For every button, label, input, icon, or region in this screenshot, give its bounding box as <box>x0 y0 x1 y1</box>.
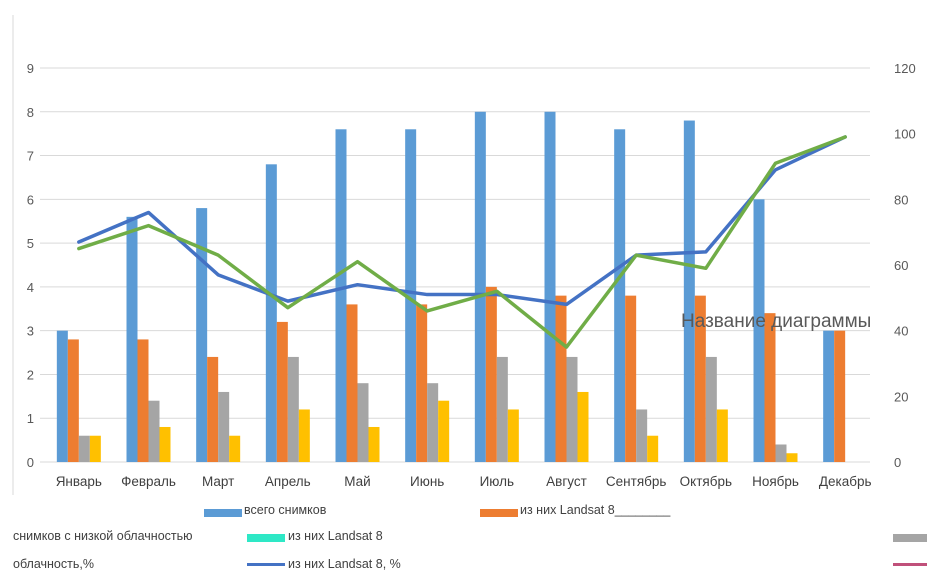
right-tick-label: 40 <box>894 324 908 339</box>
bar-4 <box>716 409 728 462</box>
bar-2 <box>625 295 637 462</box>
bar-2 <box>346 304 358 462</box>
bar-4 <box>438 400 450 462</box>
bar-4 <box>368 426 380 462</box>
legend-label-landsat-percent: из них Landsat 8, % <box>288 557 401 571</box>
category-label: Сентябрь <box>606 474 666 489</box>
left-tick-label: 8 <box>27 105 34 120</box>
bar-2 <box>555 295 567 462</box>
bar-1 <box>265 164 277 463</box>
bar-3 <box>148 400 160 462</box>
bar-4 <box>159 426 171 462</box>
category-label: Октябрь <box>680 474 732 489</box>
bar-2 <box>276 321 288 462</box>
bar-1 <box>335 129 347 463</box>
gridlines <box>40 67 870 463</box>
category-label: Декабрь <box>819 474 872 489</box>
left-tick-label: 2 <box>27 367 34 382</box>
bar-3 <box>775 444 787 462</box>
left-tick-label: 4 <box>27 280 34 295</box>
series-line-2 <box>77 135 847 349</box>
chart-title: Название диаграммы <box>681 311 872 332</box>
bar-3 <box>566 356 578 462</box>
legend-swatch-teal <box>247 534 285 542</box>
category-label: Июнь <box>410 474 444 489</box>
left-tick-label: 3 <box>27 324 34 339</box>
right-tick-label: 60 <box>894 258 908 273</box>
bar-4 <box>786 453 798 462</box>
bar-2 <box>137 339 149 462</box>
combo-chart: 0 1 2 3 4 5 6 7 8 9 0 20 40 60 80 100 120 Январь Февраль… <box>12 15 916 495</box>
lines <box>77 135 847 349</box>
bar-1 <box>56 330 68 462</box>
category-label: Февраль <box>121 474 176 489</box>
bar-2 <box>485 286 497 462</box>
bar-2 <box>207 356 219 462</box>
right-tick-label: 100 <box>894 127 916 142</box>
bar-1 <box>753 199 765 463</box>
bar-4 <box>298 409 310 462</box>
legend-swatch-gray <box>893 534 927 542</box>
legend-swatch-dark-blue-line <box>247 563 285 566</box>
bar-1 <box>683 120 695 463</box>
left-tick-label: 1 <box>27 411 34 426</box>
bars <box>56 111 846 463</box>
legend-label-landsat: из них Landsat 8________ <box>520 503 671 517</box>
left-tick-label: 7 <box>27 149 34 164</box>
bar-1 <box>196 208 208 462</box>
legend-label-low-cloud: снимков с низкой облачностью <box>13 529 193 543</box>
bar-4 <box>507 409 519 462</box>
bar-3 <box>287 356 299 462</box>
bar-3 <box>636 409 648 462</box>
bar-4 <box>89 435 101 462</box>
bar-1 <box>405 129 417 463</box>
right-axis-ticks: 0 20 40 60 80 100 120 <box>894 61 916 470</box>
bar-2 <box>834 330 846 462</box>
bar-1 <box>544 111 556 463</box>
series-line-1 <box>77 135 847 307</box>
legend-label-landsat-2: из них Landsat 8 <box>288 529 383 543</box>
bar-1 <box>474 111 486 463</box>
legend-swatch-total <box>204 509 242 517</box>
bar-1 <box>126 216 138 462</box>
bar-3 <box>357 383 369 462</box>
bar-4 <box>229 435 241 462</box>
left-axis-ticks: 0 1 2 3 4 5 6 7 8 9 <box>27 61 34 470</box>
bar-4 <box>647 435 659 462</box>
left-tick-label: 0 <box>27 455 34 470</box>
left-tick-label: 5 <box>27 236 34 251</box>
bar-2 <box>694 295 706 462</box>
category-labels: Январь Февраль Март Апрель Май Июнь Июль Август… <box>56 474 872 489</box>
bar-2 <box>764 313 776 462</box>
right-tick-label: 20 <box>894 389 908 404</box>
bar-1 <box>823 330 835 462</box>
legend-swatch-landsat <box>480 509 518 517</box>
category-label: Июль <box>480 474 514 489</box>
bar-3 <box>427 383 439 462</box>
bar-2 <box>67 339 79 462</box>
legend-label-cloudiness: облачность,% <box>13 557 94 571</box>
bar-4 <box>577 391 589 462</box>
category-label: Август <box>546 474 587 489</box>
bar-2 <box>416 304 428 462</box>
category-label: Ноябрь <box>752 474 799 489</box>
bar-1 <box>614 129 626 463</box>
category-label: Январь <box>56 474 102 489</box>
bar-3 <box>496 356 508 462</box>
category-label: Март <box>202 474 234 489</box>
bar-3 <box>218 391 230 462</box>
right-tick-label: 120 <box>894 61 916 76</box>
legend-swatch-magenta-line <box>893 563 927 566</box>
bar-3 <box>705 356 717 462</box>
category-label: Май <box>344 474 370 489</box>
right-tick-label: 0 <box>894 455 901 470</box>
legend-label-total: всего снимков <box>244 503 327 517</box>
left-tick-label: 9 <box>27 61 34 76</box>
bar-3 <box>78 435 90 462</box>
right-tick-label: 80 <box>894 192 908 207</box>
category-label: Апрель <box>265 474 311 489</box>
left-tick-label: 6 <box>27 192 34 207</box>
